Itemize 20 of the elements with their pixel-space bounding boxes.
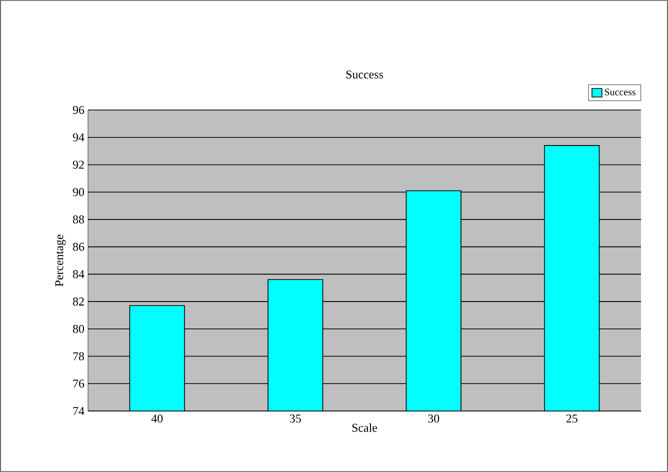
y-tick-label: 90 (72, 188, 84, 196)
chart-title: Success (346, 70, 383, 78)
y-tick-label: 78 (73, 352, 84, 360)
legend-label: Success (604, 88, 636, 96)
y-tick-label: 80 (72, 324, 84, 333)
y-axis-title: Percentage (55, 234, 66, 286)
x-tick-label: 30 (428, 414, 440, 423)
y-tick-label: 82 (72, 298, 84, 306)
y-tick-label: 76 (73, 380, 84, 388)
y-tick-label: 92 (72, 160, 84, 169)
x-axis-title: Scale (352, 423, 378, 432)
y-tick-label: 74 (73, 407, 84, 415)
y-tick-label: 88 (72, 215, 84, 224)
x-tick-label: 25 (566, 414, 578, 423)
y-tick-label: 94 (72, 133, 84, 142)
y-tick-label: 86 (72, 242, 84, 251)
x-tick-label: 40 (151, 414, 163, 423)
y-tick-label: 84 (72, 270, 84, 278)
y-tick-label: 96 (72, 106, 84, 114)
x-tick-label: 35 (290, 414, 301, 423)
